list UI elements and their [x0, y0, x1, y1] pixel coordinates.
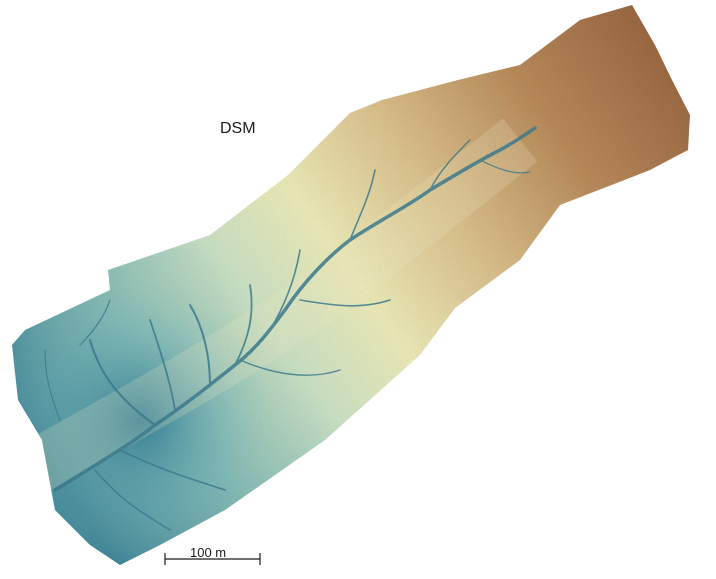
map-title: DSM [220, 120, 256, 137]
scale-bar [164, 553, 261, 565]
scale-bar-label: 100 m [190, 545, 227, 560]
